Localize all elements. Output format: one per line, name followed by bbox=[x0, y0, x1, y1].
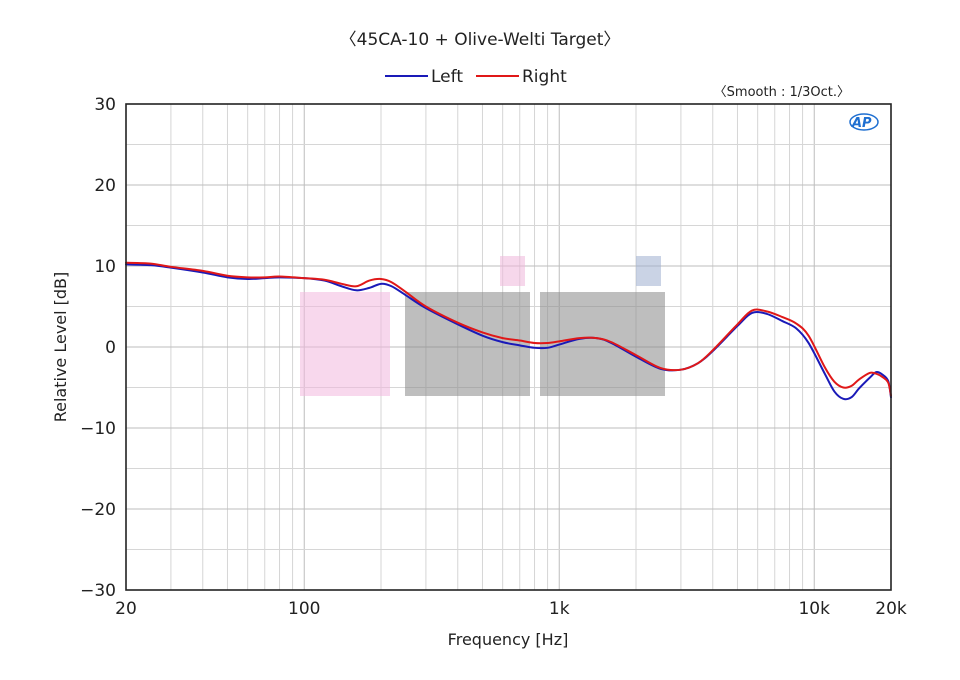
watermark-mark bbox=[300, 292, 390, 396]
x-axis-label: Frequency [Hz] bbox=[448, 630, 569, 649]
y-tick-label: 30 bbox=[94, 95, 116, 115]
y-tick-label: −30 bbox=[80, 581, 116, 601]
legend: Left Right bbox=[385, 67, 567, 87]
y-tick-label: 20 bbox=[94, 176, 116, 196]
x-tick-label: 10k bbox=[798, 599, 830, 619]
legend-label-right: Right bbox=[522, 67, 567, 87]
y-tick-label: −20 bbox=[80, 500, 116, 520]
y-axis-label: Relative Level [dB] bbox=[51, 272, 70, 423]
watermark-accent-2 bbox=[636, 256, 661, 286]
series-line-right bbox=[125, 261, 892, 397]
x-tick-label: 20 bbox=[115, 599, 137, 619]
watermark-accent-1 bbox=[500, 256, 525, 286]
series bbox=[125, 261, 892, 401]
y-tick-label: −10 bbox=[80, 419, 116, 439]
smoothing-note: 〈Smooth : 1/3Oct.〉 bbox=[714, 85, 850, 100]
x-tick-label: 20k bbox=[875, 599, 907, 619]
y-tick-label: 0 bbox=[105, 338, 116, 358]
x-tick-label: 1k bbox=[549, 599, 570, 619]
chart-title: 〈45CA-10 + Olive-Welti Target〉 bbox=[340, 30, 621, 50]
y-tick-label: 10 bbox=[94, 257, 116, 277]
ap-logo-ring bbox=[849, 113, 879, 131]
plot-frame bbox=[125, 103, 892, 591]
x-tick-label: 100 bbox=[288, 599, 320, 619]
ap-logo: AP bbox=[851, 116, 872, 131]
legend-label-left: Left bbox=[431, 67, 463, 87]
